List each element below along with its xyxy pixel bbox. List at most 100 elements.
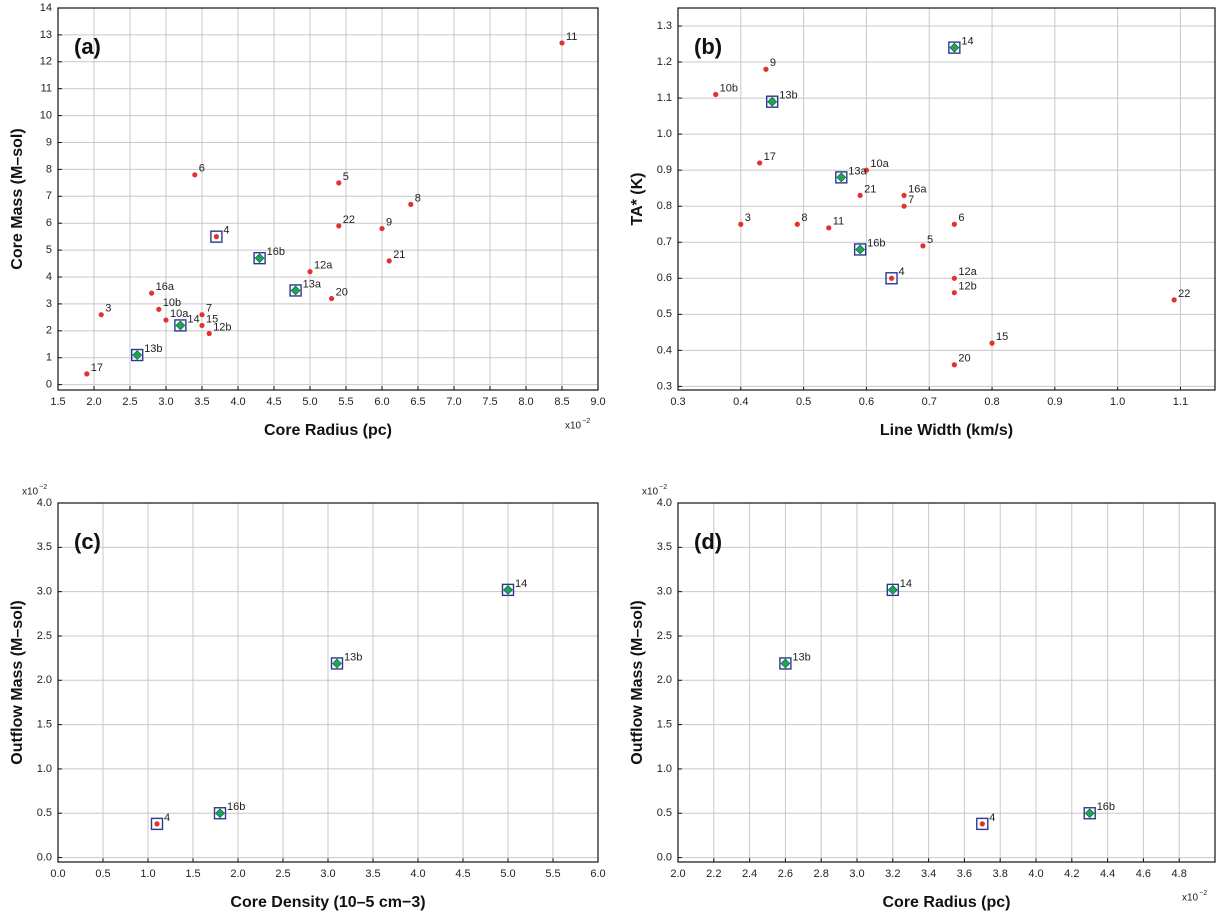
- scale-multiplier: x10: [1182, 893, 1199, 904]
- point: [886, 583, 899, 597]
- point-label: 14: [187, 313, 199, 325]
- point: [150, 817, 164, 831]
- point-box: [948, 41, 961, 54]
- point-dot: [408, 201, 414, 207]
- point-dot: [1171, 297, 1177, 303]
- point: [336, 180, 342, 186]
- point-box: [885, 272, 898, 285]
- x-tick-label: 8.5: [554, 396, 569, 408]
- y-tick-label: 0.5: [657, 807, 672, 819]
- point: [920, 243, 926, 249]
- y-tick-label: 1.0: [657, 763, 672, 775]
- point: [779, 657, 792, 670]
- plot-frame: [677, 7, 1216, 391]
- point-dot: [199, 322, 205, 329]
- point-dot: [98, 312, 104, 318]
- point-diamond: [836, 172, 847, 183]
- x-tick-label: 2.4: [742, 868, 757, 880]
- y-tick-label: 4.0: [657, 497, 672, 509]
- point: [336, 223, 342, 229]
- x-tick-label: 4.0: [230, 396, 245, 408]
- x-tick-label: 3.8: [993, 868, 1008, 880]
- point-box: [886, 583, 899, 597]
- point-diamond: [290, 285, 301, 296]
- y-axis-label: Outflow Mass (M–sol): [629, 600, 646, 764]
- point: [885, 272, 898, 285]
- y-tick-label: 1.3: [657, 20, 672, 32]
- x-axis-label: Core Radius (pc): [264, 422, 392, 439]
- point-diamond: [767, 96, 778, 107]
- x-tick-label: 2.2: [706, 868, 721, 880]
- scale-multiplier: x10: [22, 487, 39, 498]
- point: [98, 312, 104, 318]
- point-label: 12b: [213, 321, 231, 333]
- x-tick-label: 3.5: [365, 868, 380, 880]
- point-diamond: [855, 244, 866, 255]
- y-tick-label: 6: [46, 217, 52, 229]
- panel-tag: (d): [694, 529, 722, 554]
- point-label: 16b: [227, 801, 245, 813]
- y-tick-label: 10: [40, 110, 52, 122]
- point-label: 14: [900, 578, 912, 590]
- x-tick-label: 5.5: [545, 868, 560, 880]
- point-label: 3: [105, 303, 111, 315]
- point: [951, 362, 957, 368]
- x-tick-label: 2.5: [275, 868, 290, 880]
- point-box: [174, 319, 187, 332]
- point: [130, 348, 144, 362]
- point-label: 10b: [720, 82, 738, 94]
- x-tick-label: 5.5: [338, 396, 353, 408]
- point-box: [853, 243, 867, 256]
- point-label: 12a: [958, 266, 977, 278]
- point-label: 4: [899, 266, 905, 278]
- point-label: 13b: [792, 651, 810, 663]
- y-tick-label: 2.0: [37, 674, 52, 686]
- x-tick-label: 0.0: [50, 868, 65, 880]
- x-tick-label: 3.0: [158, 396, 173, 408]
- point-diamond: [503, 584, 513, 595]
- x-tick-label: 1.0: [1110, 396, 1125, 408]
- y-tick-label: 0.6: [657, 272, 672, 284]
- point-label: 4: [223, 225, 229, 237]
- y-tick-label: 0: [46, 379, 52, 391]
- x-axis-label: Core Radius (pc): [882, 894, 1010, 911]
- y-tick-label: 4: [46, 271, 52, 283]
- x-tick-label: 5.0: [500, 868, 515, 880]
- y-tick-label: 0.5: [37, 807, 52, 819]
- point-diamond: [254, 253, 265, 264]
- point-label: 13a: [303, 278, 322, 290]
- point: [826, 225, 832, 231]
- x-tick-label: 5.0: [302, 396, 317, 408]
- point-label: 14: [961, 36, 973, 48]
- point-label: 9: [770, 57, 776, 69]
- y-tick-label: 1: [46, 352, 52, 364]
- y-tick-label: 3.0: [37, 586, 52, 598]
- panel-tag: (c): [74, 529, 101, 554]
- x-tick-label: 4.8: [1172, 868, 1187, 880]
- y-tick-label: 2.5: [657, 630, 672, 642]
- point: [948, 41, 961, 54]
- point-dot: [84, 371, 90, 377]
- point-box: [150, 817, 164, 831]
- point: [951, 290, 957, 296]
- point-label: 22: [1178, 288, 1190, 300]
- point-dot: [379, 225, 385, 232]
- y-tick-label: 0.3: [657, 380, 672, 392]
- point-dot: [794, 221, 800, 227]
- point: [738, 221, 744, 227]
- x-tick-label: 3.4: [921, 868, 936, 880]
- point-dot: [329, 295, 335, 302]
- x-tick-label: 0.3: [670, 396, 685, 408]
- point-dot: [713, 91, 719, 98]
- x-tick-label: 2.0: [86, 396, 101, 408]
- point: [951, 221, 957, 227]
- point-box: [976, 817, 989, 831]
- point-dot: [213, 234, 219, 240]
- point-dot: [951, 275, 957, 281]
- point: [559, 40, 565, 46]
- point: [213, 807, 227, 820]
- x-tick-label: 1.5: [185, 868, 200, 880]
- x-tick-label: 0.6: [859, 396, 874, 408]
- point: [408, 201, 414, 207]
- point-dot: [738, 221, 744, 227]
